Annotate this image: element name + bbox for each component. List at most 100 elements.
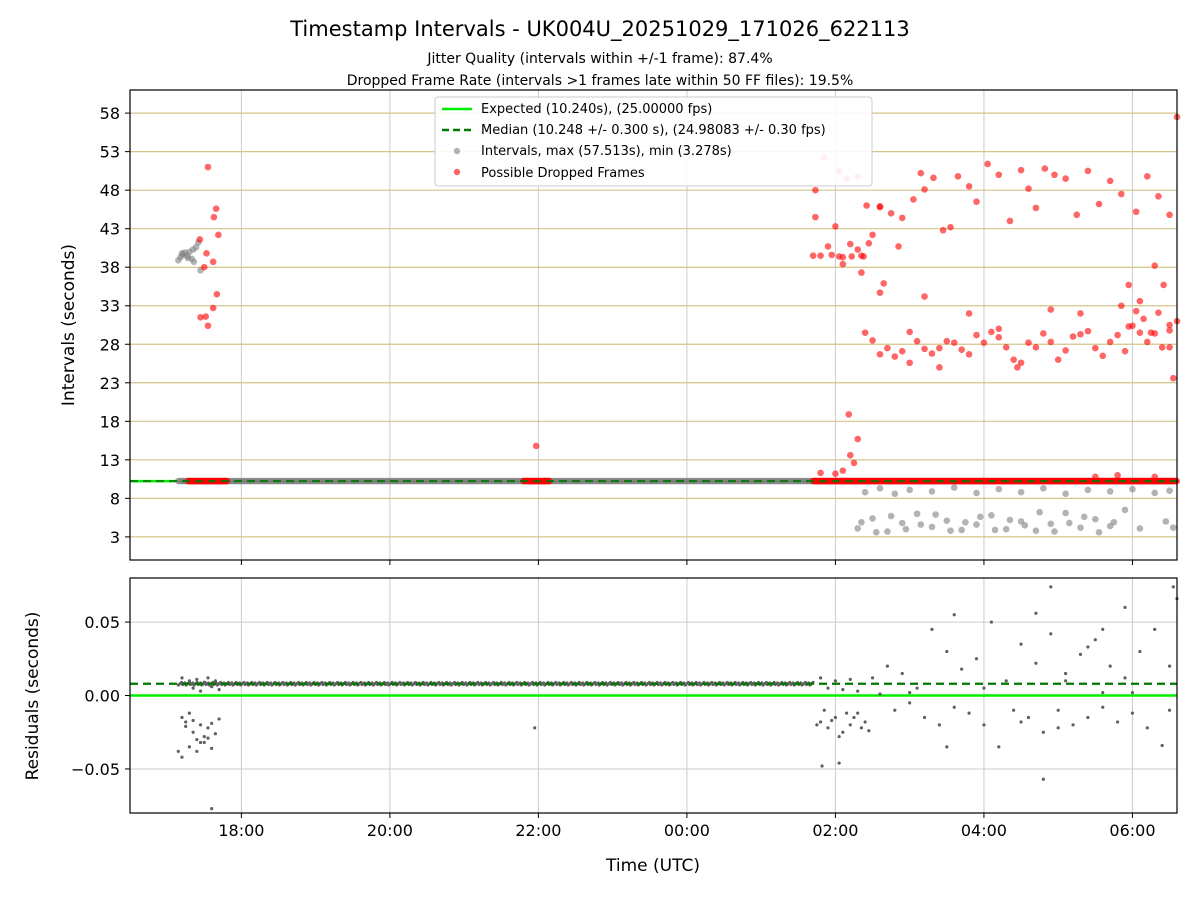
residual-point-73: [1108, 664, 1112, 668]
dropped-frame-point-13: [532, 442, 540, 450]
dropped-frame-point-95: [973, 331, 980, 339]
bottom-xtick-label-0: 18:00: [218, 821, 264, 840]
residual-point-7: [206, 676, 210, 680]
legend-dropped-label: Possible Dropped Frames: [481, 166, 645, 181]
dropped-frame-point-47: [1017, 166, 1025, 174]
legend-intervals-label: Intervals, max (57.513s), min (3.278s): [481, 144, 732, 159]
dropped-frame-point-63: [839, 260, 847, 268]
residual-point-35: [826, 686, 830, 690]
residual-point-80: [1123, 676, 1127, 680]
dropped-frame-point-6: [200, 263, 208, 271]
interval-point-15: [876, 485, 884, 492]
legend-box: [434, 96, 873, 187]
dropped-frame-point-66: [832, 223, 839, 230]
residual-point-28: [184, 724, 188, 728]
residual-point-34: [818, 676, 823, 680]
interval-point-38: [973, 521, 980, 528]
residual-point-72: [1093, 638, 1097, 642]
dropped-frame-point-114: [1114, 331, 1121, 339]
dropped-frame-point-68: [865, 240, 873, 247]
residual-point-63: [960, 667, 964, 671]
residual-point-23: [180, 755, 184, 759]
residual-point-62: [945, 649, 949, 654]
residual-point-79: [1171, 585, 1175, 589]
dropped-frame-point-99: [1002, 344, 1010, 351]
residual-point-50: [867, 729, 871, 733]
top-ytick-label-8: 43: [100, 220, 120, 239]
dropped-frame-point-109: [1077, 330, 1084, 338]
residual-point-71: [1078, 652, 1083, 656]
interval-point-24: [1062, 490, 1069, 498]
dropped-frame-point-133: [1151, 262, 1159, 269]
dropped-frame-point-40: [947, 223, 954, 231]
top-xticks: [240, 560, 1133, 565]
dropped-frame-point-12: [204, 322, 212, 330]
residual-point-17: [202, 735, 206, 739]
dropped-frame-point-127: [995, 325, 1003, 333]
dropped-frame-point-74: [828, 251, 836, 259]
dropped-frame-point-105: [1047, 338, 1055, 346]
residual-point-3: [191, 686, 195, 690]
interval-point-67: [1080, 513, 1088, 521]
dropped-frame-point-41: [954, 172, 962, 180]
residual-point-54: [820, 764, 824, 768]
dropped-frame-point-5: [209, 258, 217, 266]
dropped-frame-point-113: [1106, 338, 1114, 346]
interval-point-39: [988, 512, 995, 519]
residual-point-98: [1130, 711, 1135, 715]
dropped-frame-point-59: [1143, 172, 1151, 180]
interval-point-61: [991, 526, 999, 534]
dropped-frame-point-34: [898, 214, 906, 222]
bottom-xtick-label-4: 02:00: [812, 821, 858, 840]
interval-point-7: [190, 258, 198, 266]
residual-point-24: [187, 745, 192, 749]
top-plot-frame: [129, 89, 1178, 561]
dropped-frame-point-35: [910, 196, 917, 203]
residual-point-96: [1101, 705, 1105, 709]
residual-point-26: [202, 740, 206, 745]
interval-point-27: [1129, 485, 1136, 493]
residual-point-60: [915, 686, 919, 690]
interval-point-65: [1051, 528, 1058, 535]
dropped-frame-point-65: [854, 246, 862, 253]
top-ytick-label-7: 38: [100, 258, 120, 277]
residual-point-53: [859, 726, 864, 730]
residual-point-77: [1167, 664, 1172, 668]
residual-point-89: [997, 745, 1001, 749]
residual-point-94: [1071, 723, 1075, 727]
residual-point-11: [180, 715, 184, 720]
interval-point-35: [928, 523, 936, 531]
dropped-frame-point-121: [1166, 327, 1173, 334]
residual-point-92: [1041, 730, 1045, 734]
interval-point-42: [1032, 527, 1040, 535]
residual-point-113: [1064, 679, 1068, 683]
interval-point-59: [962, 518, 969, 526]
bottom-xtick-label-1: 20:00: [367, 821, 413, 840]
bottom-xlabel: Time (UTC): [605, 856, 700, 876]
interval-point-54: [887, 512, 895, 520]
residual-point-49: [852, 715, 856, 720]
dropped-frame-point-60: [1155, 193, 1162, 200]
residual-point-52: [844, 711, 849, 715]
bottom-xtick-label-6: 06:00: [1109, 821, 1155, 840]
residual-point-66: [1004, 679, 1008, 683]
dropped-frame-point-7: [203, 250, 210, 257]
legend-dropped-swatch: [453, 168, 461, 176]
interval-point-32: [884, 528, 891, 535]
interval-point-22: [1017, 488, 1025, 496]
dropped-frame-point-85: [898, 347, 906, 355]
interval-point-68: [1095, 528, 1103, 536]
interval-point-56: [917, 521, 925, 528]
interval-point-36: [943, 517, 951, 525]
interval-point-33: [898, 519, 906, 527]
dropped-frame-point-107: [1062, 347, 1069, 354]
interval-point-25: [1084, 486, 1092, 494]
top-ytick-label-10: 53: [100, 143, 120, 162]
bottom-xtick-label-2: 22:00: [515, 821, 561, 840]
interval-point-16: [891, 490, 899, 498]
dropped-frame-point-101: [1017, 359, 1025, 367]
dropped-frame-point-11: [202, 313, 210, 320]
interval-point-44: [1062, 509, 1069, 517]
residual-point-32: [210, 806, 214, 811]
